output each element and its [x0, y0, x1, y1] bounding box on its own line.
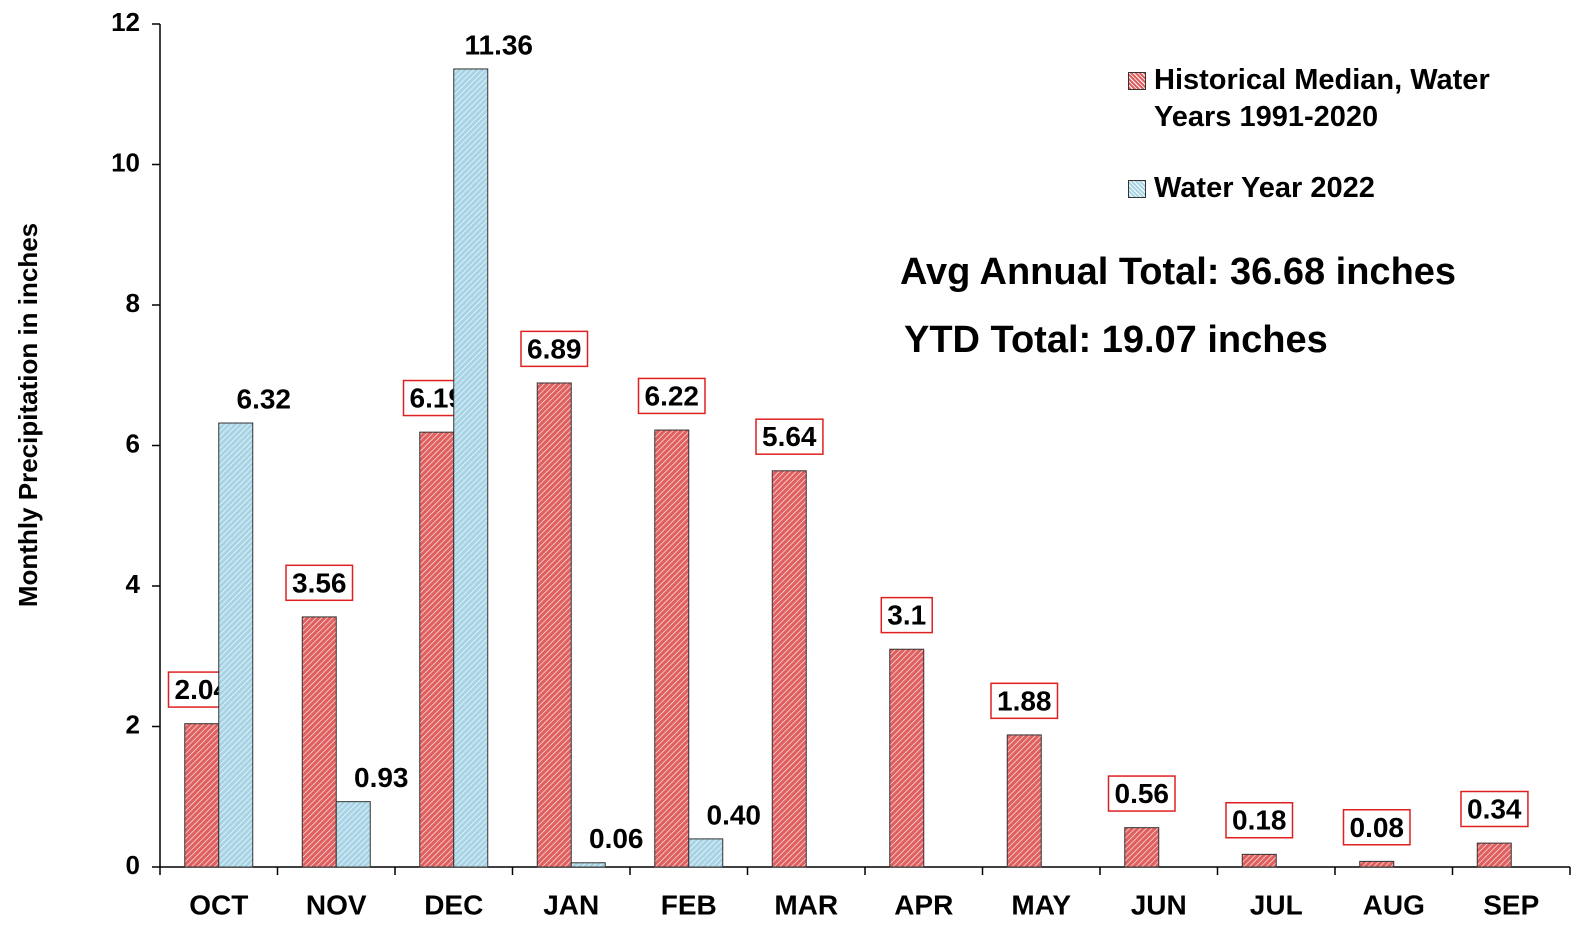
value-label-box [637, 377, 706, 415]
legend-item: Historical Median, Water Years 1991-2020 [1128, 62, 1548, 136]
legend-label: Historical Median, Water Years 1991-2020 [1154, 64, 1490, 133]
value-label-box [990, 682, 1059, 720]
value-label: 5.64 [762, 421, 817, 452]
x-tick-label: JUN [1131, 889, 1187, 920]
legend-swatch [1128, 180, 1146, 198]
x-tick-label: MAY [1011, 889, 1071, 920]
x-tick-label: FEB [661, 889, 717, 920]
y-tick-label: 6 [126, 428, 140, 458]
value-label: 0.08 [1350, 812, 1405, 843]
value-label-box [1225, 801, 1294, 839]
value-label: 0.56 [1115, 778, 1170, 809]
value-label-box [1342, 809, 1411, 846]
legend-swatch [1128, 72, 1146, 90]
bar [1476, 842, 1512, 868]
value-label: 1.88 [997, 685, 1052, 716]
value-label: 6.22 [645, 380, 700, 411]
x-tick-label: DEC [424, 889, 483, 920]
value-label: 0.18 [1232, 805, 1287, 836]
value-label: 6.32 [237, 383, 292, 414]
value-label-box [520, 330, 589, 368]
x-tick-label: JUL [1250, 889, 1303, 920]
y-tick-label: 2 [126, 709, 140, 739]
bar [1006, 734, 1042, 868]
bar [654, 429, 690, 868]
x-tick-label: AUG [1363, 889, 1425, 920]
value-label: 3.56 [292, 567, 347, 598]
annotation: YTD Total: 19.07 inches [904, 319, 1328, 361]
value-label: 0.34 [1467, 794, 1522, 825]
value-label: 0.06 [589, 823, 644, 854]
bar [453, 68, 489, 868]
bar [688, 838, 724, 868]
value-label: 0.40 [707, 799, 762, 830]
value-label: 6.89 [527, 333, 582, 364]
bar [1124, 827, 1160, 868]
value-label: 0.93 [354, 762, 409, 793]
y-tick-label: 4 [126, 569, 141, 599]
legend-item: Water Year 2022 [1128, 170, 1548, 207]
bar [536, 382, 572, 868]
bar [335, 801, 371, 868]
x-tick-label: MAR [774, 889, 838, 920]
x-tick-label: OCT [189, 889, 248, 920]
bar [889, 648, 925, 868]
y-axis-label: Monthly Precipitation in inches [13, 223, 43, 607]
value-label-box [755, 418, 824, 455]
y-tick-label: 12 [111, 7, 140, 37]
bar [1241, 853, 1277, 868]
bar [1359, 860, 1395, 868]
value-label-box [1460, 790, 1529, 828]
value-label-box [880, 596, 933, 634]
y-tick-label: 8 [126, 288, 140, 318]
y-tick-label: 0 [126, 850, 140, 880]
bar [771, 470, 807, 868]
x-tick-label: SEP [1483, 889, 1539, 920]
legend-label: Water Year 2022 [1154, 172, 1375, 204]
legend: Historical Median, Water Years 1991-2020… [1128, 62, 1548, 241]
annotation: Avg Annual Total: 36.68 inches [900, 251, 1456, 293]
value-label: 11.36 [464, 29, 533, 60]
bar [570, 862, 606, 868]
x-tick-label: NOV [306, 889, 367, 920]
y-tick-label: 10 [111, 147, 140, 177]
value-label: 3.1 [887, 600, 926, 631]
bar [184, 723, 220, 868]
bar [301, 616, 337, 868]
x-tick-label: APR [894, 889, 953, 920]
bar [218, 422, 254, 868]
value-label-box [1107, 775, 1176, 812]
value-label-box [285, 564, 354, 602]
x-tick-label: JAN [543, 889, 599, 920]
bar [419, 431, 455, 868]
